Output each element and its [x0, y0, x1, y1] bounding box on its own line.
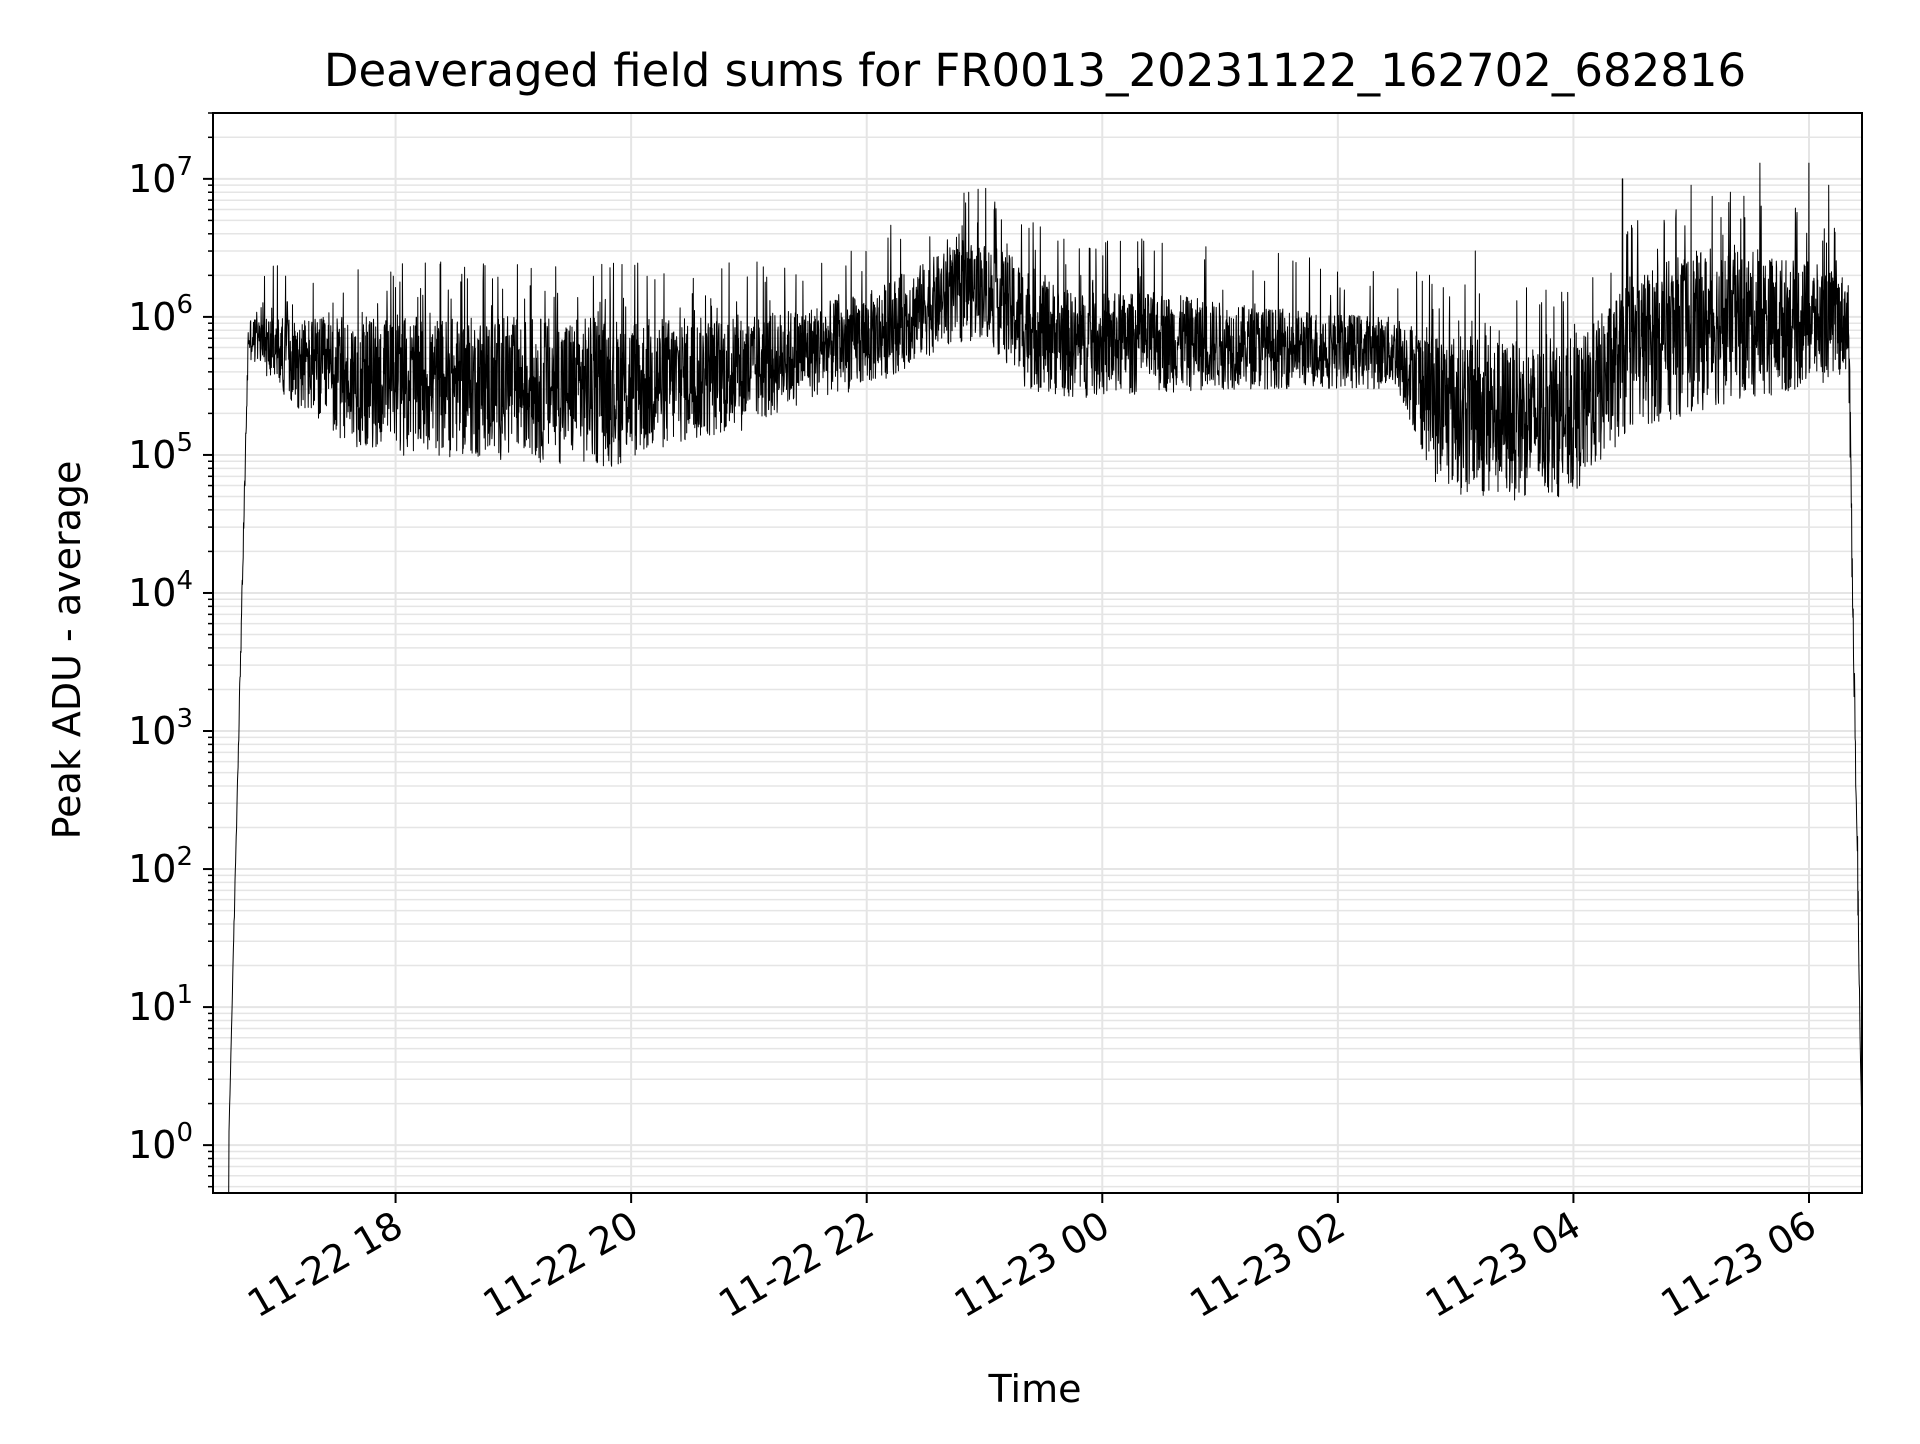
y-tick-label: 106 [128, 290, 193, 339]
y-tick-label: 102 [128, 842, 193, 891]
data-layer [228, 162, 1863, 1194]
series-line [228, 162, 1863, 1194]
y-tick-label: 104 [128, 566, 193, 615]
y-tick-label: 100 [128, 1118, 193, 1167]
y-axis-label: Peak ADU - average [45, 461, 89, 840]
x-axis-label: Time [988, 1367, 1082, 1411]
y-tick-label: 105 [128, 428, 193, 477]
chart-title: Deaveraged field sums for FR0013_2023112… [324, 44, 1746, 97]
y-tick-label: 101 [128, 980, 193, 1029]
grid-lines [213, 112, 1862, 1193]
y-tick-label: 103 [128, 704, 193, 753]
plot-frame [212, 112, 1863, 1194]
y-tick-label: 107 [128, 152, 193, 201]
